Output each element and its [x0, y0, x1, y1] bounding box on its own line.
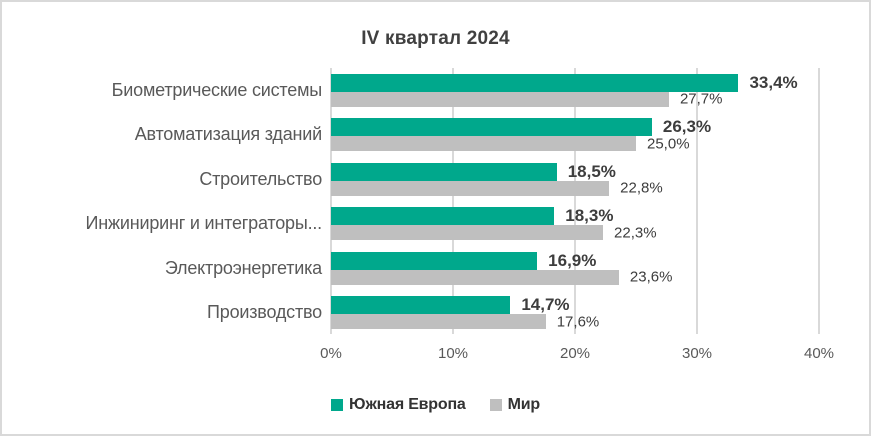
bar-south-europe: 26,3%: [331, 117, 711, 137]
bar-world: 22,8%: [331, 180, 663, 197]
chart-legend: Южная Европа Мир: [2, 396, 869, 414]
legend-label: Южная Европа: [349, 396, 466, 413]
bar-value-south-europe: 16,9%: [548, 250, 597, 270]
category-label: Электроэнергетика: [164, 257, 322, 278]
bar-value-south-europe: 26,3%: [662, 117, 712, 137]
bar-rows: Биометрические системы 33,4% 27,7% Автом…: [2, 68, 869, 336]
bar-south-europe: 14,7%: [331, 295, 570, 315]
legend-label: Мир: [507, 396, 541, 413]
gridline-30pct: [696, 68, 698, 334]
bar-value-world: 17,6%: [556, 313, 600, 331]
bar-pair: 16,9% 23,6%: [331, 251, 819, 286]
bar-world: 23,6%: [331, 269, 672, 286]
bar-value-world: 23,6%: [629, 268, 673, 286]
x-axis-tick: 40%: [803, 345, 835, 362]
gridline-0pct: [330, 68, 332, 334]
chart-row: Строительство 18,5% 22,8%: [2, 157, 869, 202]
bar-world: 27,7%: [331, 91, 722, 108]
chart-row: Инжиниринг и интеграторы... 18,3% 22,3%: [2, 202, 869, 247]
bar-value-world: 22,8%: [620, 179, 663, 197]
bar-value-south-europe: 18,5%: [567, 161, 616, 181]
bar-value-world: 22,3%: [614, 224, 657, 242]
bar-value-south-europe: 18,3%: [565, 206, 614, 226]
chart-title: IV квартал 2024: [361, 28, 510, 49]
bar-world: 17,6%: [331, 313, 599, 330]
x-axis: 0% 10% 20% 30% 40%: [320, 345, 834, 365]
bar-world: 25,0%: [331, 135, 690, 152]
bar-value-south-europe: 14,7%: [521, 295, 570, 315]
x-axis-tick: 30%: [681, 345, 713, 362]
legend-swatch-world: [489, 399, 502, 411]
bar-pair: 26,3% 25,0%: [331, 117, 819, 152]
bar-world: 22,3%: [331, 224, 657, 241]
chart-row: Автоматизация зданий 26,3% 25,0%: [2, 113, 869, 158]
legend-item-world: Мир: [489, 396, 541, 414]
bar-value-world: 27,7%: [679, 90, 723, 108]
bar-pair: 18,5% 22,8%: [331, 162, 819, 197]
bar-south-europe: 16,9%: [331, 251, 596, 270]
category-label: Производство: [207, 302, 322, 323]
bar-pair: 18,3% 22,3%: [331, 206, 819, 241]
bar-value-south-europe: 33,4%: [749, 72, 798, 92]
bar-south-europe: 18,3%: [331, 206, 613, 226]
category-label: Биометрические системы: [111, 79, 323, 100]
legend-swatch-south-europe: [331, 399, 344, 411]
gridline-20pct: [574, 68, 576, 334]
chart-row: Электроэнергетика 16,9% 23,6%: [2, 246, 869, 291]
gridline-40pct: [818, 68, 820, 334]
bar-south-europe: 33,4%: [331, 73, 798, 92]
plot-gridlines: [330, 68, 820, 334]
bar-value-world: 25,0%: [647, 135, 690, 153]
category-label: Строительство: [199, 168, 322, 189]
chart-row: Производство 14,7% 17,6%: [2, 291, 869, 336]
category-label: Инжиниринг и интеграторы...: [85, 213, 323, 234]
bar-pair: 14,7% 17,6%: [331, 295, 819, 330]
category-label: Автоматизация зданий: [134, 124, 323, 145]
gridline-10pct: [452, 68, 454, 334]
legend-item-south-europe: Южная Европа: [331, 396, 466, 414]
chart-row: Биометрические системы 33,4% 27,7%: [2, 68, 869, 113]
x-axis-tick: 20%: [559, 345, 591, 362]
x-axis-tick: 0%: [320, 345, 342, 362]
bar-pair: 33,4% 27,7%: [331, 73, 819, 108]
bar-south-europe: 18,5%: [331, 162, 616, 181]
x-axis-tick: 10%: [437, 345, 469, 362]
